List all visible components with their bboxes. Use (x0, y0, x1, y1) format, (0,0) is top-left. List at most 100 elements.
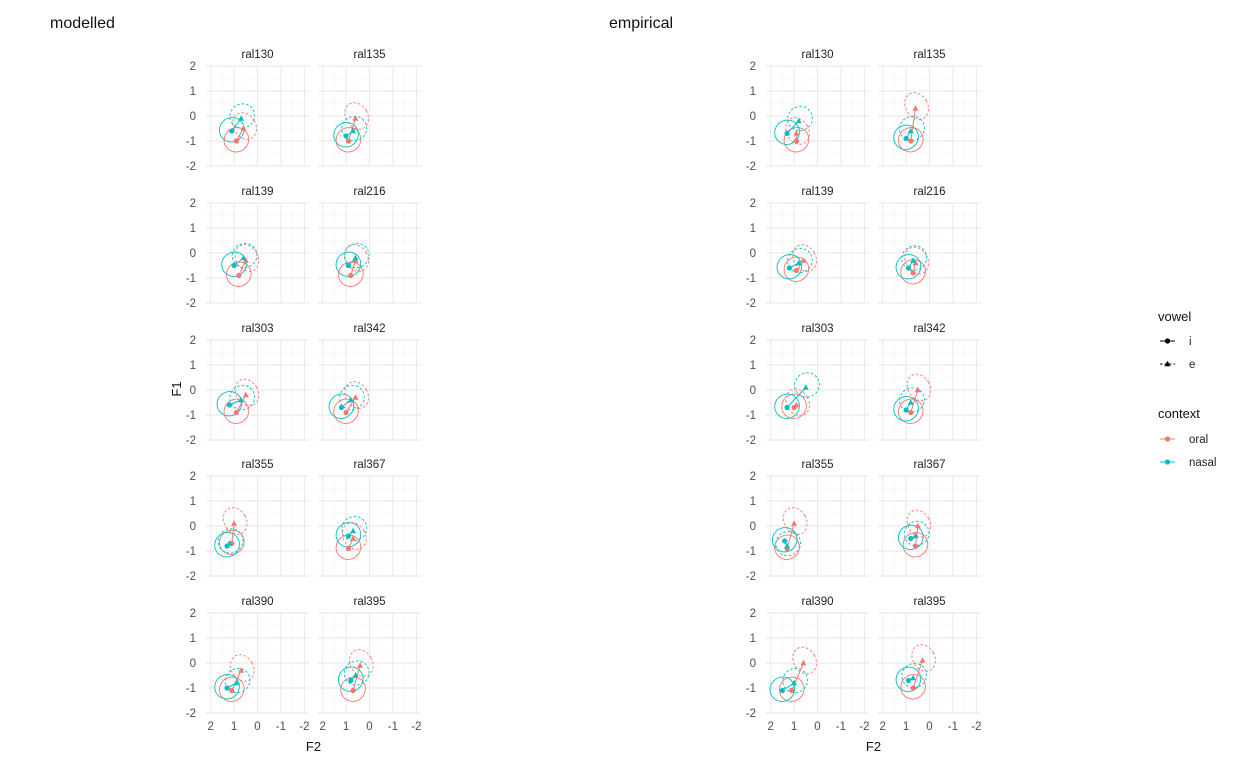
point-nasal-i (345, 533, 352, 539)
ellipse-oral-i (783, 256, 810, 282)
ellipse-nasal-e (775, 530, 802, 557)
legend-label-i: i (1189, 336, 1192, 348)
point-nasal-i (345, 262, 352, 269)
trajectory-oral (786, 523, 795, 549)
point-oral-i (233, 409, 240, 416)
y-tick-label: 0 (190, 385, 196, 397)
x-tick-label: 2 (207, 721, 213, 733)
y-tick-label: 0 (190, 111, 196, 123)
y-tick-label: -1 (746, 410, 756, 422)
ellipse-oral-e (904, 246, 929, 275)
point-oral-i (910, 685, 916, 691)
ellipse-oral-e (234, 244, 260, 272)
point-nasal-e (907, 127, 914, 134)
y-tick-label: 1 (190, 223, 196, 235)
point-nasal-e (795, 259, 802, 266)
x-tick-label: -1 (276, 721, 286, 733)
point-oral-e (357, 662, 364, 668)
facet-panel-ral390: ral390 -2 -1 0 1 2 2 1 0 -1 -2 (746, 596, 870, 733)
y-tick-label: -1 (186, 683, 196, 695)
facet-strip-label: ral395 (354, 596, 386, 608)
ellipse-oral-i (897, 127, 924, 153)
ellipse-nasal-e (787, 105, 813, 132)
point-oral-i (793, 138, 800, 144)
ellipse-nasal-e (343, 242, 370, 269)
point-nasal-i (343, 133, 349, 139)
point-nasal-i (905, 677, 912, 684)
y-tick-label: -2 (186, 435, 196, 447)
x-tick-label: 1 (231, 721, 237, 733)
ellipse-oral-i (218, 676, 245, 702)
y-tick-label: 0 (190, 658, 196, 670)
facet-strip-label: ral367 (354, 459, 386, 471)
point-oral-e (242, 391, 249, 398)
facet-block-empirical: ral130 -2 -1 0 1 2 ral135 ral139 -2 -1 0 1 2 ral216 ra… (746, 49, 982, 754)
x-tick-label: -1 (948, 721, 958, 733)
point-nasal-e (238, 396, 245, 403)
point-oral-e (793, 401, 800, 408)
modelled-title: modelled (50, 15, 115, 32)
y-tick-label: 2 (190, 61, 196, 73)
facet-panel-ral342: ral342 (318, 323, 421, 441)
facet-panel-ral130: ral130 -2 -1 0 1 2 (746, 49, 869, 173)
point-oral-i (912, 543, 919, 549)
ellipse-nasal-i (769, 676, 796, 702)
trajectory-oral (350, 260, 356, 276)
point-nasal-i (784, 404, 790, 411)
x-axis-title: F2 (866, 739, 881, 754)
point-nasal-i (229, 128, 235, 134)
ellipse-nasal-i (335, 251, 362, 277)
x-tick-label: 1 (903, 721, 909, 733)
facet-panel-ral355: ral355 -2 -1 0 1 2 (746, 459, 869, 583)
trajectory-oral (235, 394, 247, 413)
y-tick-label: -2 (746, 708, 756, 720)
legend-key-vowel-e (1160, 360, 1175, 367)
y-tick-label: 2 (190, 335, 196, 347)
trajectory-oral (791, 662, 804, 691)
ellipse-oral-i (223, 398, 250, 424)
trajectory-oral (910, 108, 916, 142)
ellipse-oral-i (900, 674, 926, 700)
point-nasal-e (350, 527, 357, 534)
legend: vowel i e context oral nasal (1158, 309, 1217, 469)
facet-panel-ral139: ral139 -2 -1 0 1 2 (186, 186, 309, 310)
y-tick-label: -1 (186, 136, 196, 148)
point-oral-e (350, 535, 357, 541)
ellipse-oral-e (785, 388, 810, 417)
facet-strip-label: ral390 (802, 596, 834, 608)
facet-strip-label: ral367 (914, 459, 946, 471)
y-tick-label: 0 (750, 111, 756, 123)
facet-strip-label: ral135 (354, 49, 386, 61)
ellipse-oral-e (234, 378, 260, 407)
point-nasal-i (908, 535, 914, 542)
y-tick-label: -1 (186, 273, 196, 285)
point-oral-i (229, 687, 235, 694)
point-nasal-i (226, 402, 233, 408)
ellipse-oral-e (230, 654, 255, 682)
point-oral-i (236, 272, 242, 279)
ellipse-oral-e (344, 381, 369, 409)
ellipse-oral-i (333, 398, 359, 424)
point-nasal-e (907, 399, 914, 405)
point-nasal-e (802, 384, 809, 390)
point-oral-e (231, 520, 238, 526)
legend-context-title: context (1158, 406, 1200, 421)
point-nasal-e (350, 127, 357, 134)
point-nasal-i (782, 538, 788, 544)
ellipse-oral-e (342, 522, 367, 550)
facet-strip-label: ral130 (802, 49, 834, 61)
x-tick-label: -1 (388, 721, 398, 733)
facet-panel-ral139: ral139 -2 -1 0 1 2 (746, 186, 869, 310)
ellipse-nasal-e (231, 242, 258, 269)
x-tick-label: 0 (926, 721, 932, 733)
ellipse-nasal-i (337, 666, 364, 692)
facet-panel-ral130: ral130 -2 -1 0 1 2 (186, 49, 309, 173)
ellipse-oral-e (782, 507, 808, 535)
ellipse-nasal-i (895, 254, 922, 280)
y-tick-label: 2 (190, 471, 196, 483)
ellipse-oral-e (344, 102, 369, 130)
ellipse-oral-i (900, 259, 926, 285)
point-oral-i (789, 687, 795, 694)
point-oral-i (350, 687, 356, 694)
y-tick-label: 1 (750, 223, 756, 235)
